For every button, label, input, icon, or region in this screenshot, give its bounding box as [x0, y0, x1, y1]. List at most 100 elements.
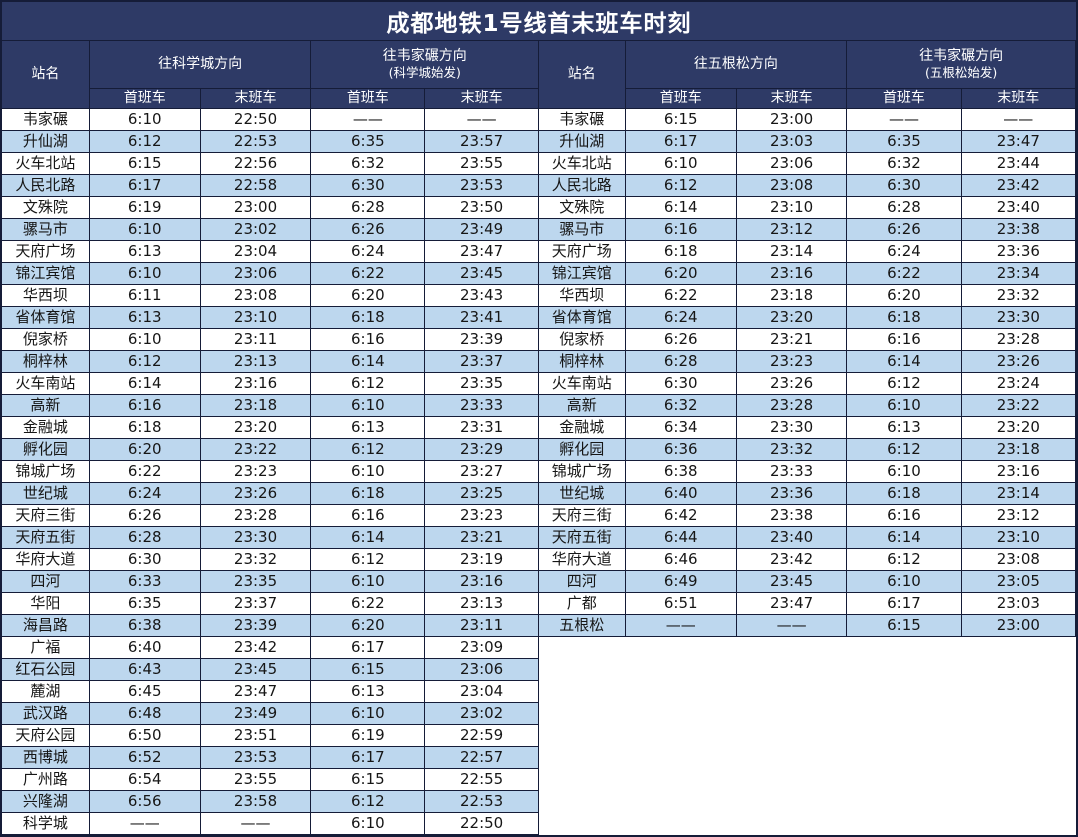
time-cell: ——	[311, 109, 426, 131]
time-cell: 6:16	[311, 505, 426, 527]
time-cell: 6:18	[311, 307, 426, 329]
time-cell: 23:20	[200, 417, 312, 439]
time-cell: 23:36	[736, 483, 848, 506]
time-cell: 6:11	[89, 285, 201, 307]
time-cell: 23:40	[961, 197, 1076, 220]
time-cell: 6:10	[89, 329, 201, 351]
time-cell: 23:06	[200, 263, 312, 285]
time-cell: 6:20	[311, 285, 426, 307]
station-cell: 广都	[539, 593, 626, 616]
time-cell: 23:28	[200, 505, 312, 527]
time-cell: 23:39	[425, 329, 539, 351]
direction-title: 往韦家碾方向	[919, 48, 1004, 65]
right-timetable: 站名 往五根松方向 往韦家碾方向 (五根松始发) 首班车 末班车 首班车 末班车…	[539, 41, 1076, 638]
time-cell: 6:14	[311, 527, 426, 549]
station-cell: 四河	[2, 571, 90, 593]
time-cell: 23:18	[961, 439, 1076, 462]
time-cell: 6:28	[311, 197, 426, 219]
time-cell: 6:40	[625, 483, 737, 506]
time-cell: 22:59	[425, 725, 539, 747]
time-cell: 23:00	[736, 109, 848, 132]
station-cell: 锦城广场	[2, 461, 90, 483]
time-cell: 6:18	[847, 307, 962, 330]
time-cell: 23:08	[736, 175, 848, 198]
time-cell: 6:17	[311, 747, 426, 769]
time-cell: 23:04	[425, 681, 539, 703]
time-cell: 6:16	[311, 329, 426, 351]
time-cell: 6:10	[625, 153, 737, 176]
time-cell: 23:31	[425, 417, 539, 439]
time-cell: 6:38	[625, 461, 737, 484]
time-cell: 6:14	[847, 527, 962, 550]
station-cell: 华西坝	[2, 285, 90, 307]
time-cell: 22:55	[425, 769, 539, 791]
station-cell: 孵化园	[539, 439, 626, 462]
time-cell: 22:50	[200, 109, 312, 131]
time-cell: 23:58	[200, 791, 312, 813]
time-cell: 23:22	[961, 395, 1076, 418]
time-cell: 23:18	[200, 395, 312, 417]
time-cell: 6:35	[89, 593, 201, 615]
time-cell: 23:32	[200, 549, 312, 571]
time-cell: 23:18	[736, 285, 848, 308]
time-cell: 23:30	[200, 527, 312, 549]
station-cell: 世纪城	[539, 483, 626, 506]
time-cell: 6:32	[311, 153, 426, 175]
time-cell: 6:13	[847, 417, 962, 440]
time-cell: 6:10	[89, 219, 201, 241]
time-cell: 6:45	[89, 681, 201, 703]
time-cell: 6:26	[625, 329, 737, 352]
time-cell: 23:03	[736, 131, 848, 154]
time-cell: 6:10	[311, 395, 426, 417]
time-cell: 23:57	[425, 131, 539, 153]
time-cell: 6:15	[311, 769, 426, 791]
station-cell: 锦江宾馆	[539, 263, 626, 286]
direction-subtitle: (科学城始发)	[388, 65, 461, 81]
time-cell: 6:16	[625, 219, 737, 242]
time-cell: 22:53	[200, 131, 312, 153]
time-cell: 23:49	[425, 219, 539, 241]
time-cell: 6:51	[625, 593, 737, 616]
time-cell: 23:04	[200, 241, 312, 263]
time-cell: 6:10	[311, 571, 426, 593]
first-train-header: 首班车	[847, 89, 962, 109]
time-cell: 23:19	[425, 549, 539, 571]
time-cell: 23:53	[425, 175, 539, 197]
station-cell: 火车北站	[539, 153, 626, 176]
time-cell: 6:26	[311, 219, 426, 241]
station-cell: 火车北站	[2, 153, 90, 175]
time-cell: 23:16	[200, 373, 312, 395]
time-cell: 6:17	[625, 131, 737, 154]
time-cell: 22:50	[425, 813, 539, 835]
time-cell: 6:44	[625, 527, 737, 550]
direction-title: 往五根松方向	[693, 56, 778, 73]
time-cell: ——	[961, 109, 1076, 132]
time-cell: 6:12	[89, 351, 201, 373]
time-cell: 23:36	[961, 241, 1076, 264]
time-cell: 6:12	[847, 373, 962, 396]
time-cell: 6:12	[89, 131, 201, 153]
time-cell: 23:55	[425, 153, 539, 175]
station-cell: 文殊院	[2, 197, 90, 219]
station-cell: 兴隆湖	[2, 791, 90, 813]
time-cell: 23:23	[200, 461, 312, 483]
time-cell: 23:09	[425, 637, 539, 659]
first-train-header: 首班车	[311, 89, 426, 109]
time-cell: 6:12	[311, 373, 426, 395]
time-cell: 22:57	[425, 747, 539, 769]
time-cell: 23:51	[200, 725, 312, 747]
time-cell: 23:21	[425, 527, 539, 549]
time-cell: 23:16	[425, 571, 539, 593]
time-cell: 6:15	[89, 153, 201, 175]
time-cell: 23:11	[425, 615, 539, 637]
time-cell: 6:20	[625, 263, 737, 286]
time-cell: 6:20	[311, 615, 426, 637]
station-cell: 麓湖	[2, 681, 90, 703]
direction-header-to-kexuecheng: 往科学城方向	[89, 41, 312, 89]
time-cell: 23:53	[200, 747, 312, 769]
time-cell: 6:33	[89, 571, 201, 593]
time-cell: ——	[736, 615, 848, 638]
time-cell: 23:33	[425, 395, 539, 417]
time-cell: 22:58	[200, 175, 312, 197]
